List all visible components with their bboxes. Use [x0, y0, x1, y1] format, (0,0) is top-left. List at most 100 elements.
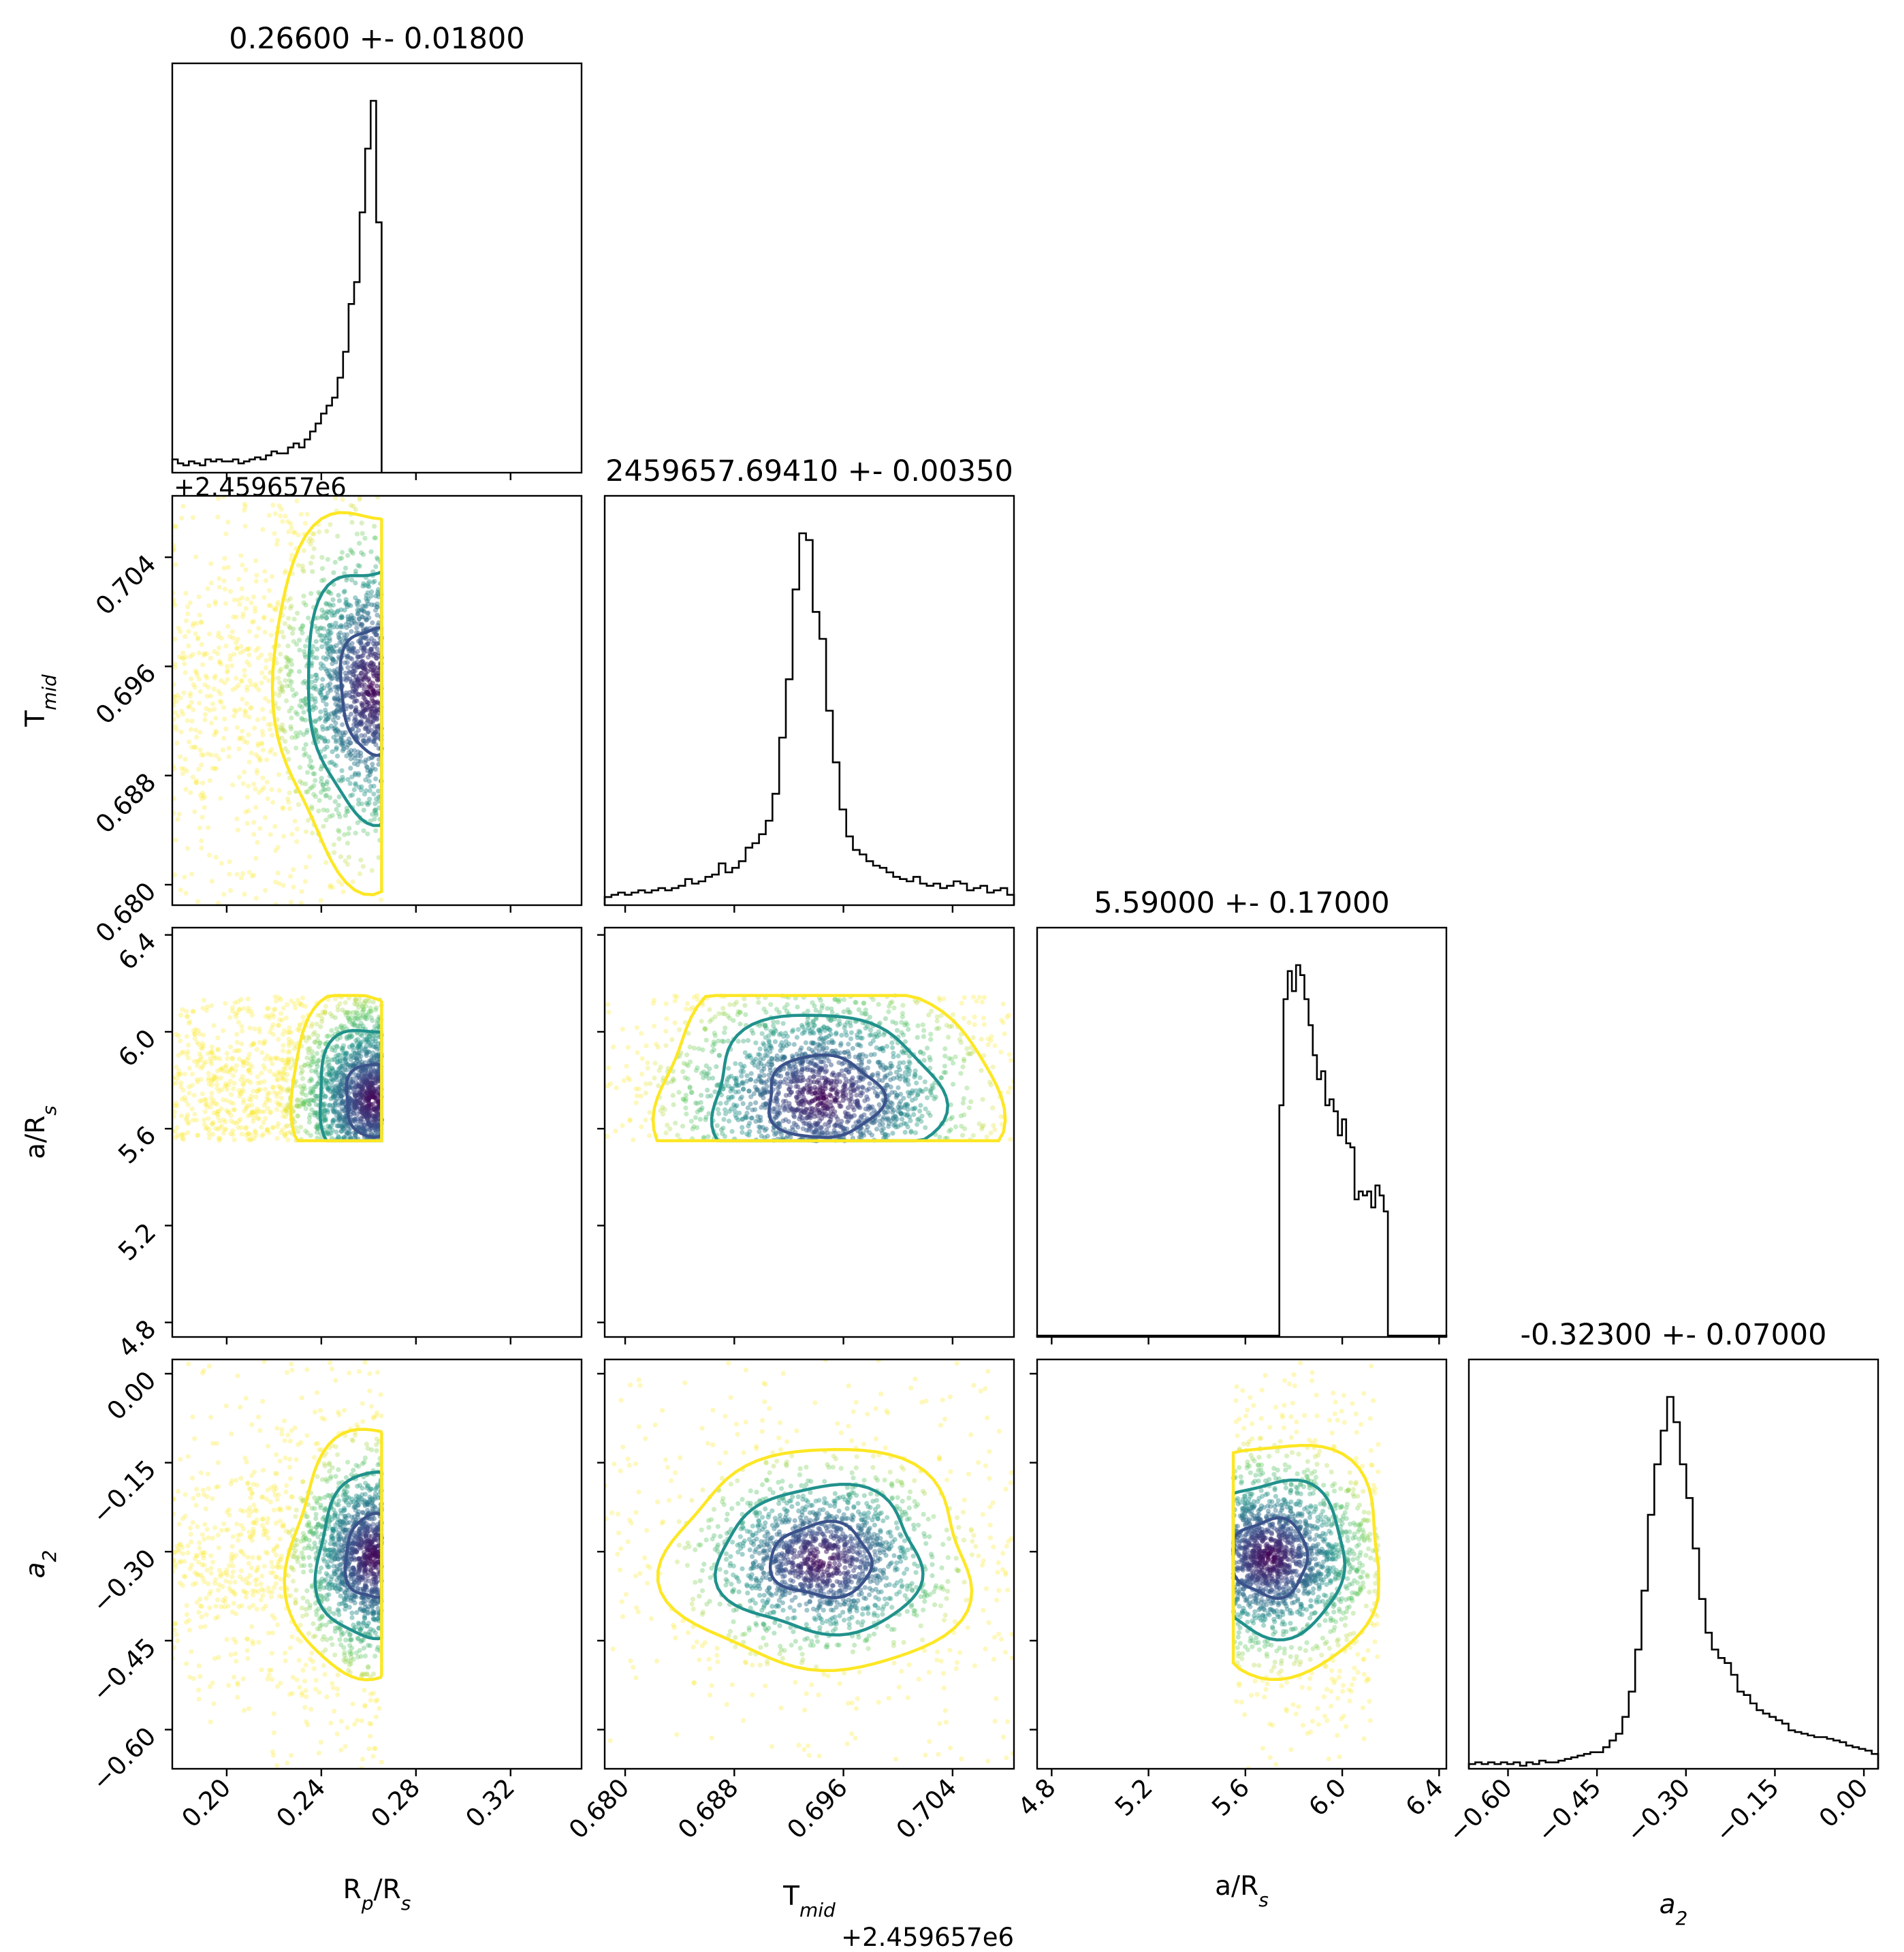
scatter-point [222, 717, 227, 722]
scatter-point [930, 1085, 936, 1090]
scatter-point [183, 670, 188, 676]
scatter-point [257, 1029, 262, 1035]
scatter-point [229, 1056, 235, 1062]
scatter-point [688, 1118, 694, 1124]
scatter-point [294, 1103, 300, 1108]
scatter-point [757, 1074, 763, 1080]
scatter-point [326, 1062, 332, 1068]
scatter-point [229, 1066, 234, 1071]
scatter-point [876, 1002, 881, 1007]
scatter-point [359, 801, 364, 806]
scatter-point [340, 748, 345, 753]
scatter-point [339, 639, 345, 645]
scatter-point [859, 1035, 865, 1041]
scatter-point [237, 735, 242, 740]
scatter-point [326, 1033, 331, 1039]
scatter-point [326, 1085, 332, 1090]
scatter-point [276, 1101, 283, 1107]
scatter-point [318, 734, 323, 740]
scatter-point [918, 1050, 923, 1055]
scatter-point [326, 1087, 331, 1092]
scatter-point [676, 1027, 682, 1033]
scatter-point [307, 536, 313, 541]
scatter-point [185, 1121, 191, 1127]
scatter-point [330, 1013, 335, 1019]
scatter-point [197, 1031, 202, 1037]
scatter-point [255, 1106, 260, 1112]
scatter-point [363, 1128, 368, 1134]
scatter-point [345, 653, 350, 659]
scatter-point [607, 1081, 614, 1086]
scatter-point [895, 1124, 901, 1129]
scatter-point [981, 1022, 987, 1027]
scatter-point [821, 1045, 826, 1052]
scatter-point [835, 1022, 841, 1028]
scatter-point [364, 617, 369, 623]
scatter-point [333, 727, 338, 733]
scatter-point [364, 599, 370, 604]
scatter-point [345, 646, 351, 652]
scatter-point [328, 1089, 334, 1095]
scatter-point [962, 1058, 967, 1064]
scatter-point [812, 1129, 817, 1135]
scatter-point [323, 717, 329, 723]
scatter-point [896, 1073, 902, 1078]
scatter-point [818, 1125, 823, 1131]
scatter-point [319, 687, 324, 693]
scatter-point [639, 1056, 645, 1061]
scatter-point [330, 1057, 335, 1062]
scatter-point [313, 684, 318, 689]
scatter-point [360, 1048, 365, 1054]
scatter-point [740, 1116, 746, 1122]
scatter-point [206, 1082, 212, 1087]
scatter-point [868, 1052, 874, 1058]
scatter-point [979, 1037, 984, 1042]
scatter-point [1000, 1001, 1006, 1007]
scatter-point [309, 1021, 315, 1026]
scatter-point [281, 1066, 286, 1071]
scatter-point [958, 1113, 964, 1118]
scatter-point [172, 1109, 178, 1114]
scatter-point [364, 1079, 370, 1084]
scatter-point [336, 802, 341, 808]
scatter-point [334, 732, 339, 738]
scatter-point [719, 1039, 725, 1044]
scatter-point [210, 701, 215, 706]
scatter-point [333, 1069, 338, 1075]
scatter-point [699, 1107, 704, 1113]
scatter-point [365, 583, 370, 588]
scatter-point [817, 1030, 823, 1036]
scatter-point [183, 655, 188, 660]
scatter-point [898, 1111, 904, 1117]
scatter-point [358, 857, 364, 863]
scatter-point [310, 531, 315, 537]
scatter-point [215, 1047, 221, 1052]
scatter-point [349, 657, 355, 662]
scatter-point [372, 808, 378, 813]
scatter-point [768, 1043, 774, 1049]
scatter-point [323, 707, 328, 713]
scatter-point [669, 1079, 674, 1084]
scatter-point [350, 686, 356, 691]
scatter-point [240, 1058, 245, 1064]
scatter-point [364, 1113, 369, 1118]
scatter-point [237, 1048, 242, 1053]
scatter-point [309, 697, 315, 702]
scatter-point [360, 614, 366, 620]
scatter-point [930, 1083, 935, 1088]
scatter-point [356, 772, 362, 778]
scatter-point [693, 1100, 699, 1105]
scatter-point [243, 1126, 249, 1131]
scatter-point [729, 1129, 735, 1134]
scatter-point [355, 1040, 360, 1045]
scatter-point [277, 727, 283, 733]
scatter-point [321, 638, 326, 644]
scatter-point [876, 1077, 882, 1083]
scatter-point [218, 661, 223, 667]
scatter-point [808, 1030, 813, 1036]
scatter-point [319, 736, 324, 741]
scatter-point [846, 1051, 851, 1056]
scatter-point [354, 1123, 360, 1129]
scatter-point [366, 1037, 372, 1042]
